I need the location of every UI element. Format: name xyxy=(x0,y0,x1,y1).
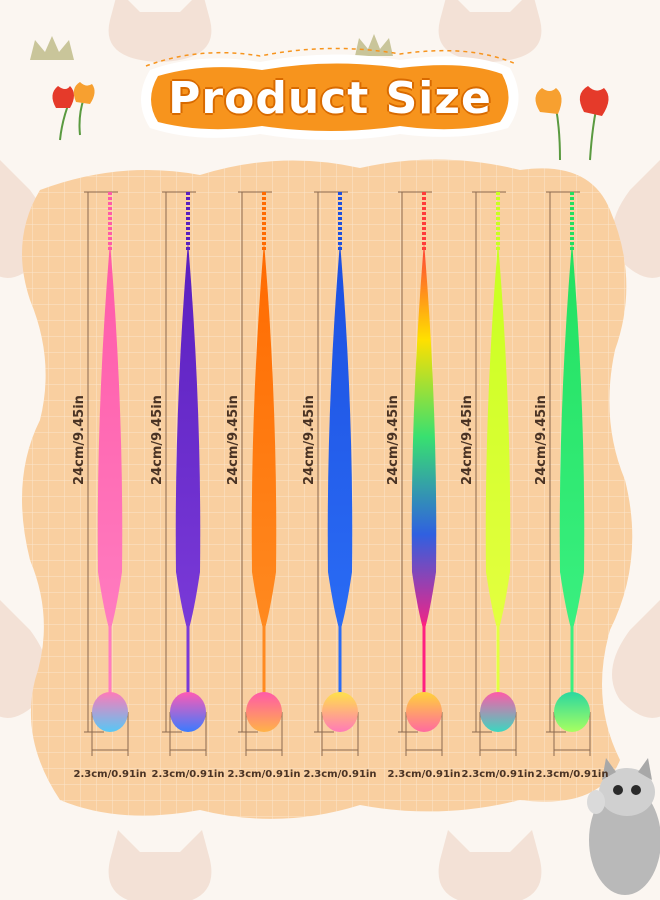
diameter-guide xyxy=(553,712,591,756)
toy-green xyxy=(554,192,590,732)
toy-blue xyxy=(322,192,358,732)
diameter-label: 2.3cm/0.91in xyxy=(461,769,535,780)
diameter-label: 2.3cm/0.91in xyxy=(227,769,301,780)
tulip-icon xyxy=(535,86,609,161)
toy-ball xyxy=(92,692,128,732)
length-label: 24cm/9.45in xyxy=(302,395,317,485)
length-label: 24cm/9.45in xyxy=(386,395,401,485)
toy-group xyxy=(92,192,590,732)
diameter-label: 2.3cm/0.91in xyxy=(303,769,377,780)
toy-fur xyxy=(411,242,437,632)
toy-pink xyxy=(92,192,128,732)
toy-ball xyxy=(554,692,590,732)
diameter-guide xyxy=(405,712,443,756)
toy-ball xyxy=(246,692,282,732)
toy-purple xyxy=(170,192,206,732)
toy-fur xyxy=(251,242,277,632)
toy-ball xyxy=(406,692,442,732)
toy-ball xyxy=(170,692,206,732)
cat-face-icon xyxy=(612,160,660,278)
diameter-guide xyxy=(91,712,129,756)
length-guide xyxy=(238,191,272,733)
kitten-photo xyxy=(587,758,660,895)
measurement-guides xyxy=(84,191,591,756)
diameter-label: 2.3cm/0.91in xyxy=(387,769,461,780)
cat-face-icon xyxy=(108,0,212,62)
title-area: Product Size xyxy=(130,50,530,146)
cat-face-icon xyxy=(108,830,212,900)
toy-fur xyxy=(175,242,201,632)
length-label: 24cm/9.45in xyxy=(460,395,475,485)
length-guide xyxy=(472,191,506,733)
length-guide xyxy=(546,191,580,733)
length-label: 24cm/9.45in xyxy=(150,395,165,485)
cat-face-icon xyxy=(438,830,542,900)
toy-rainbow xyxy=(406,192,442,732)
toy-ball xyxy=(322,692,358,732)
cat-face-icon xyxy=(612,600,660,718)
toy-fur xyxy=(327,242,353,632)
length-guide xyxy=(398,191,432,733)
tulip-icon xyxy=(52,82,95,141)
diameter-guide xyxy=(479,712,517,756)
diameter-guide xyxy=(169,712,207,756)
crown-icon xyxy=(355,34,393,56)
crown-icon xyxy=(30,36,74,60)
diameter-label: 2.3cm/0.91in xyxy=(73,769,147,780)
length-guide xyxy=(162,191,196,733)
length-guide xyxy=(314,191,348,733)
toy-fur xyxy=(97,242,123,632)
diameter-guide xyxy=(245,712,283,756)
toy-orange xyxy=(246,192,282,732)
page-title: Product Size xyxy=(168,72,492,124)
toy-ball xyxy=(480,692,516,732)
length-label: 24cm/9.45in xyxy=(72,395,87,485)
length-label: 24cm/9.45in xyxy=(226,395,241,485)
diameter-label: 2.3cm/0.91in xyxy=(535,769,609,780)
toy-lime xyxy=(480,192,516,732)
toy-fur xyxy=(485,242,511,632)
cat-face-icon xyxy=(438,0,542,62)
toy-fur xyxy=(559,242,585,632)
diameter-guide xyxy=(321,712,359,756)
title-banner xyxy=(141,47,519,140)
diameter-label: 2.3cm/0.91in xyxy=(151,769,225,780)
length-label: 24cm/9.45in xyxy=(534,395,549,485)
length-guide xyxy=(84,191,118,733)
